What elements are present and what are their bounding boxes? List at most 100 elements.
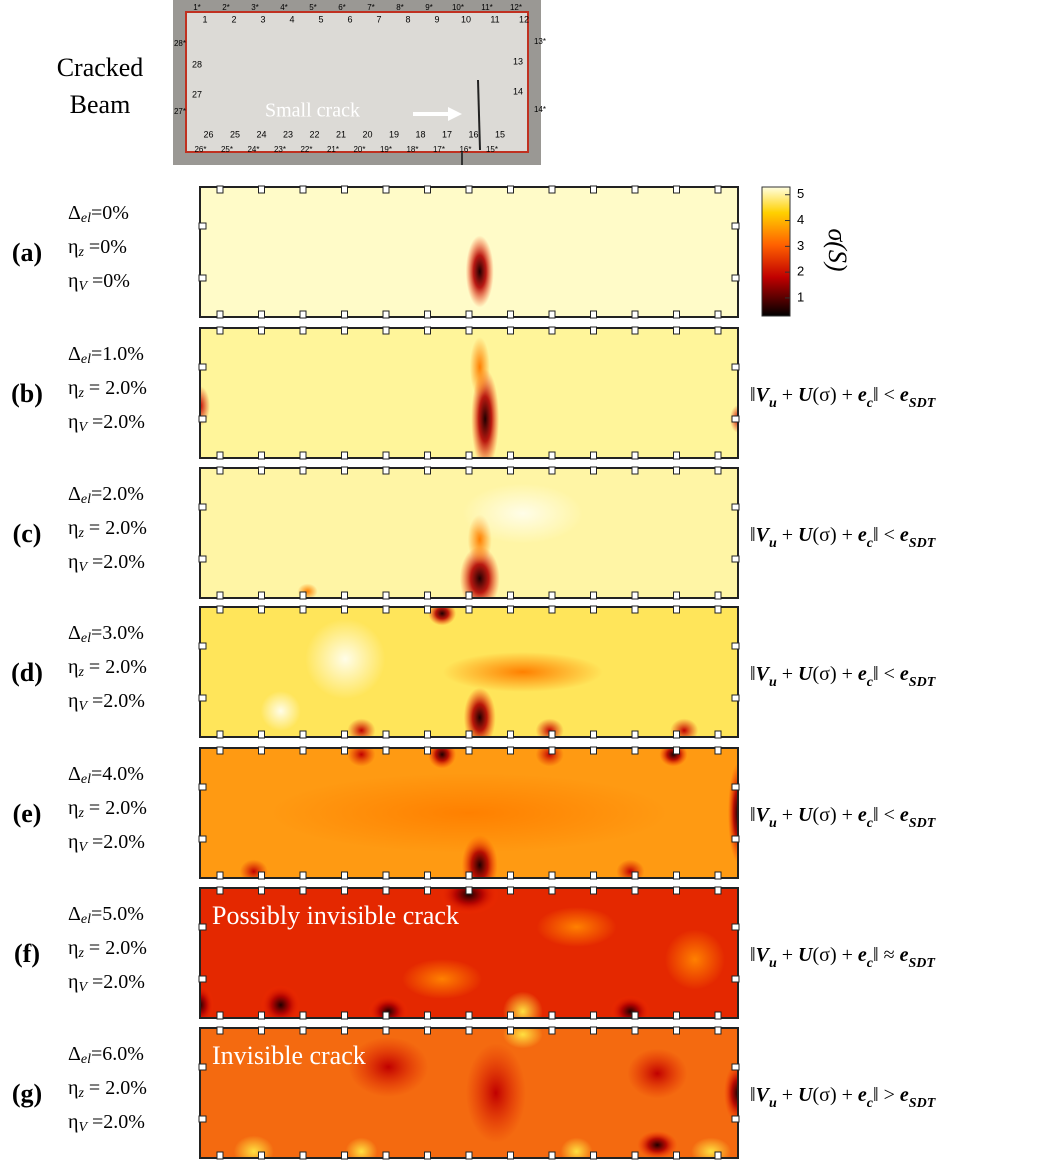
parameter: ηz = 2.0% — [68, 377, 147, 402]
parameter-subscript: el — [81, 352, 91, 367]
electrode-label: 25* — [221, 145, 233, 154]
electrode-notch — [590, 1026, 597, 1035]
electrode-notch — [299, 886, 307, 895]
heatmap-blob — [637, 1131, 678, 1158]
panel-label: (e) — [13, 799, 42, 828]
parameter-subscript: el — [81, 211, 91, 226]
parameter-value: =3.0% — [91, 622, 144, 644]
electrode-notch — [216, 746, 224, 755]
condition-token: U — [798, 804, 814, 826]
parameter: ηz = 2.0% — [68, 1077, 147, 1102]
electrode-notch — [198, 783, 207, 791]
electrode-notch — [631, 466, 639, 475]
electrode-label: 11* — [481, 3, 492, 12]
electrode-notch — [198, 363, 207, 371]
parameter-subscript: V — [78, 560, 88, 575]
electrode-notch — [673, 1011, 680, 1020]
condition-token: ‖ — [873, 944, 879, 966]
electrode-label: 1 — [202, 14, 207, 24]
electrode-notch — [590, 466, 597, 475]
parameter-symbol: η — [68, 377, 78, 399]
parameter-value: =0% — [87, 270, 130, 292]
parameter-symbol: Δ — [68, 483, 81, 505]
electrode-notch — [731, 555, 740, 563]
electrode-label: 24* — [247, 145, 259, 154]
heatmap-blob — [536, 907, 617, 947]
electrode-notch — [673, 1026, 680, 1035]
electrode-notch — [216, 185, 224, 194]
electrode-notch — [258, 466, 265, 475]
electrode-label: 8 — [405, 14, 410, 24]
condition-token: < — [879, 804, 900, 826]
electrode-notch — [424, 1151, 431, 1160]
parameter-value: =6.0% — [91, 1043, 144, 1065]
electrode-notch — [631, 451, 639, 460]
heatmap-blob — [368, 995, 409, 1018]
electrode-label: 12* — [510, 3, 522, 12]
parameter-value: = 2.0% — [84, 937, 147, 959]
electrode-notch — [590, 886, 597, 895]
electrode-notch — [590, 185, 597, 194]
parameter-value: =2.0% — [87, 690, 145, 712]
electrode-notch — [198, 274, 207, 282]
condition-token: e — [858, 384, 867, 406]
condition-token: (σ) + — [813, 1084, 858, 1106]
electrode-notch — [198, 415, 207, 423]
condition-token: ‖ — [873, 524, 879, 546]
electrode-notch — [216, 326, 224, 335]
heatmap-blob — [428, 748, 457, 769]
electrode-notch — [299, 466, 307, 475]
electrode-label: 17 — [442, 129, 452, 139]
parameter-subscript: V — [78, 980, 88, 995]
electrode-notch — [341, 310, 348, 319]
electrode-label: 21* — [327, 145, 339, 154]
electrode-notch — [631, 886, 639, 895]
parameter-subscript: z — [77, 386, 84, 401]
electrode-notch — [714, 185, 722, 194]
electrode-notch — [731, 835, 740, 843]
electrode-notch — [507, 886, 514, 895]
electrode-label: 7* — [367, 3, 375, 12]
condition-token: SDT — [909, 536, 937, 551]
condition-token: V — [756, 944, 771, 966]
electrode-label: 20 — [362, 129, 372, 139]
parameter-symbol: η — [68, 690, 78, 712]
electrode-notch — [673, 591, 680, 600]
condition: ‖Vu + U(σ) + ec‖ < eSDT — [750, 804, 937, 831]
parameter-symbol: η — [68, 656, 78, 678]
electrode-notch — [631, 605, 639, 614]
electrode-label: 26* — [194, 145, 206, 154]
electrode-notch — [714, 746, 722, 755]
parameter-symbol: η — [68, 270, 78, 292]
heatmap-blob — [439, 888, 499, 915]
heatmap-blob — [200, 985, 214, 1018]
condition-token: U — [798, 944, 814, 966]
electrode-notch — [590, 1011, 597, 1020]
electrode-notch — [216, 730, 224, 739]
condition-token: > — [879, 1084, 900, 1106]
condition-token: e — [858, 944, 867, 966]
heatmap-blob — [465, 1043, 526, 1143]
electrode-notch — [548, 605, 556, 614]
parameter-symbol: Δ — [68, 903, 81, 925]
electrode-label: 17* — [433, 145, 445, 154]
electrode-notch — [507, 185, 514, 194]
heatmap-blob — [462, 483, 583, 544]
condition-token: e — [858, 524, 867, 546]
condition-token: c — [867, 536, 874, 551]
electrode-notch — [382, 451, 390, 460]
electrode-notch — [731, 642, 740, 650]
parameter-symbol: Δ — [68, 1043, 81, 1065]
parameter: Δel=4.0% — [68, 763, 144, 788]
parameter-subscript: z — [77, 526, 84, 541]
electrode-label: 13 — [513, 56, 523, 66]
heatmap-blob — [463, 687, 496, 737]
electrode-notch — [465, 591, 473, 600]
electrode-notch — [382, 886, 390, 895]
electrode-notch — [590, 871, 597, 880]
electrode-notch — [465, 1026, 473, 1035]
electrode-notch — [507, 605, 514, 614]
electrode-label: 22 — [309, 129, 319, 139]
electrode-notch — [673, 466, 680, 475]
parameter: ηz = 2.0% — [68, 937, 147, 962]
